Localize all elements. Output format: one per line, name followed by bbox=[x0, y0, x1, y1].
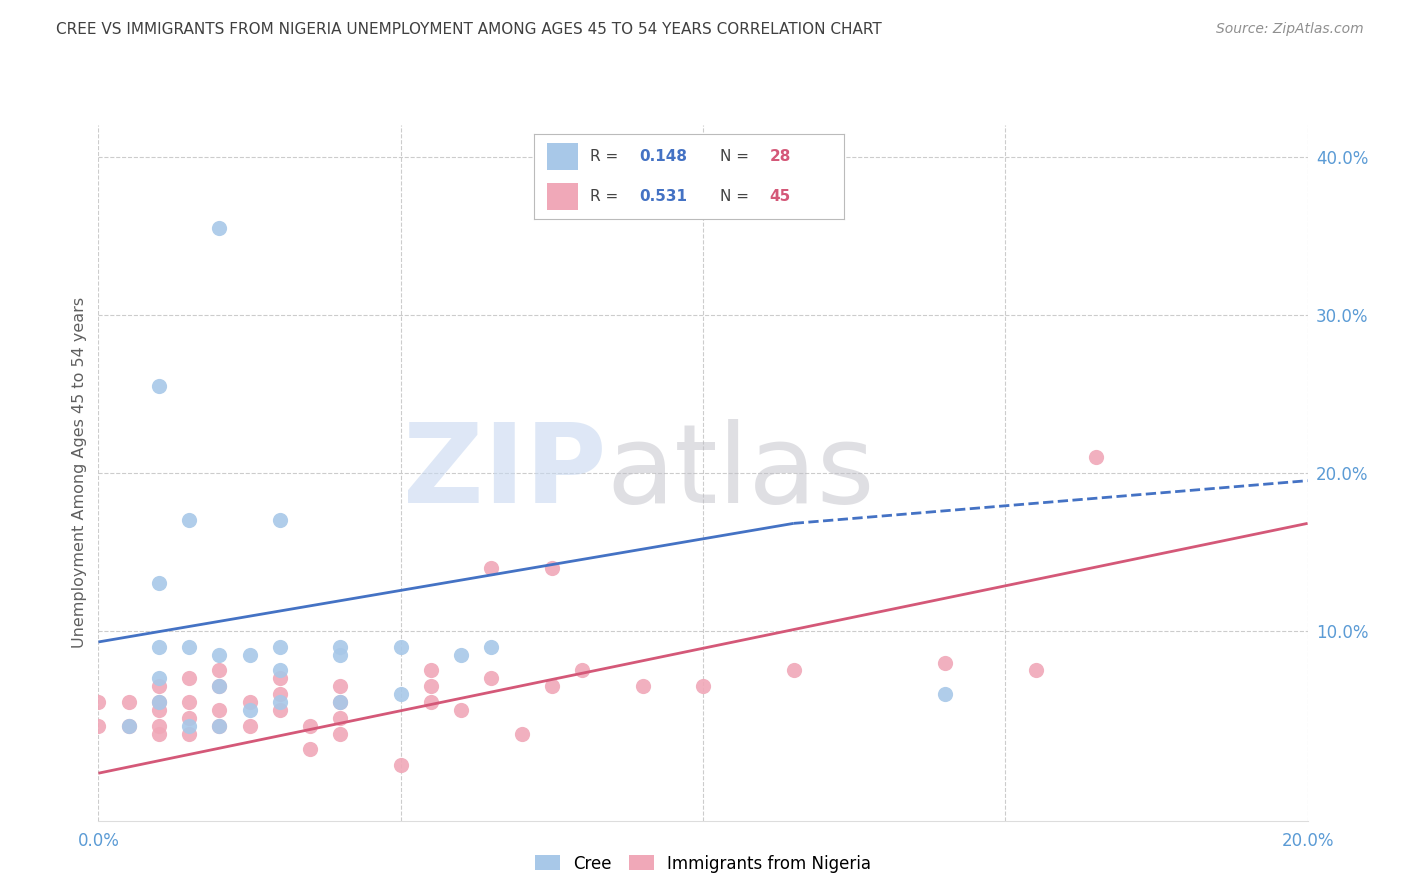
Point bbox=[179, 711, 201, 725]
Point bbox=[87, 695, 110, 709]
Text: N =: N = bbox=[720, 149, 754, 164]
Point bbox=[1085, 450, 1108, 464]
Point bbox=[420, 679, 443, 693]
Point bbox=[269, 695, 291, 709]
Point bbox=[450, 703, 472, 717]
Point bbox=[481, 640, 503, 654]
Point bbox=[269, 664, 291, 678]
Point bbox=[179, 513, 201, 527]
Point bbox=[269, 513, 291, 527]
Point bbox=[148, 695, 170, 709]
Point bbox=[148, 695, 170, 709]
Text: ZIP: ZIP bbox=[404, 419, 606, 526]
Point bbox=[329, 711, 352, 725]
Point bbox=[420, 695, 443, 709]
Point bbox=[692, 679, 714, 693]
Text: 45: 45 bbox=[769, 189, 790, 204]
Text: N =: N = bbox=[720, 189, 754, 204]
Point bbox=[269, 640, 291, 654]
Point bbox=[208, 220, 231, 235]
Text: CREE VS IMMIGRANTS FROM NIGERIA UNEMPLOYMENT AMONG AGES 45 TO 54 YEARS CORRELATI: CREE VS IMMIGRANTS FROM NIGERIA UNEMPLOY… bbox=[56, 22, 882, 37]
Point bbox=[389, 687, 412, 701]
Point bbox=[208, 679, 231, 693]
Text: 28: 28 bbox=[769, 149, 790, 164]
Point bbox=[783, 664, 806, 678]
Point bbox=[179, 671, 201, 685]
Y-axis label: Unemployment Among Ages 45 to 54 years: Unemployment Among Ages 45 to 54 years bbox=[72, 297, 87, 648]
Point bbox=[329, 648, 352, 662]
Point bbox=[179, 695, 201, 709]
Point bbox=[148, 378, 170, 392]
Point bbox=[179, 640, 201, 654]
Point bbox=[179, 726, 201, 740]
Legend: Cree, Immigrants from Nigeria: Cree, Immigrants from Nigeria bbox=[529, 848, 877, 880]
Text: 0.148: 0.148 bbox=[640, 149, 688, 164]
Point bbox=[329, 679, 352, 693]
Point bbox=[329, 695, 352, 709]
Point bbox=[118, 719, 141, 733]
Point bbox=[208, 719, 231, 733]
Point bbox=[389, 640, 412, 654]
Point bbox=[118, 695, 141, 709]
Point bbox=[481, 671, 503, 685]
Point bbox=[481, 560, 503, 574]
Point bbox=[420, 664, 443, 678]
Point bbox=[631, 679, 654, 693]
Text: 0.531: 0.531 bbox=[640, 189, 688, 204]
Point bbox=[148, 719, 170, 733]
Point bbox=[329, 695, 352, 709]
Point bbox=[208, 664, 231, 678]
Point bbox=[148, 703, 170, 717]
Point bbox=[118, 719, 141, 733]
Point bbox=[1024, 664, 1046, 678]
Point bbox=[269, 671, 291, 685]
Point bbox=[540, 560, 562, 574]
Point bbox=[510, 726, 533, 740]
Point bbox=[239, 703, 262, 717]
Text: R =: R = bbox=[591, 149, 623, 164]
FancyBboxPatch shape bbox=[547, 143, 578, 170]
Point bbox=[148, 726, 170, 740]
Point bbox=[389, 758, 412, 772]
Point bbox=[208, 719, 231, 733]
Point bbox=[208, 703, 231, 717]
Point bbox=[179, 719, 201, 733]
Point bbox=[450, 648, 472, 662]
Point bbox=[148, 679, 170, 693]
Text: atlas: atlas bbox=[606, 419, 875, 526]
Point bbox=[329, 726, 352, 740]
Point bbox=[269, 703, 291, 717]
Point bbox=[208, 679, 231, 693]
Point bbox=[148, 671, 170, 685]
Point bbox=[329, 640, 352, 654]
Text: R =: R = bbox=[591, 189, 623, 204]
Point bbox=[571, 664, 593, 678]
Point bbox=[239, 695, 262, 709]
Text: Source: ZipAtlas.com: Source: ZipAtlas.com bbox=[1216, 22, 1364, 37]
Point bbox=[239, 719, 262, 733]
Point bbox=[87, 719, 110, 733]
Point bbox=[208, 648, 231, 662]
Point bbox=[299, 742, 322, 756]
Point bbox=[299, 719, 322, 733]
Point bbox=[934, 687, 956, 701]
Point bbox=[239, 648, 262, 662]
Point bbox=[269, 687, 291, 701]
FancyBboxPatch shape bbox=[547, 183, 578, 211]
Point bbox=[148, 576, 170, 591]
Point bbox=[934, 656, 956, 670]
Point bbox=[148, 640, 170, 654]
Point bbox=[540, 679, 562, 693]
